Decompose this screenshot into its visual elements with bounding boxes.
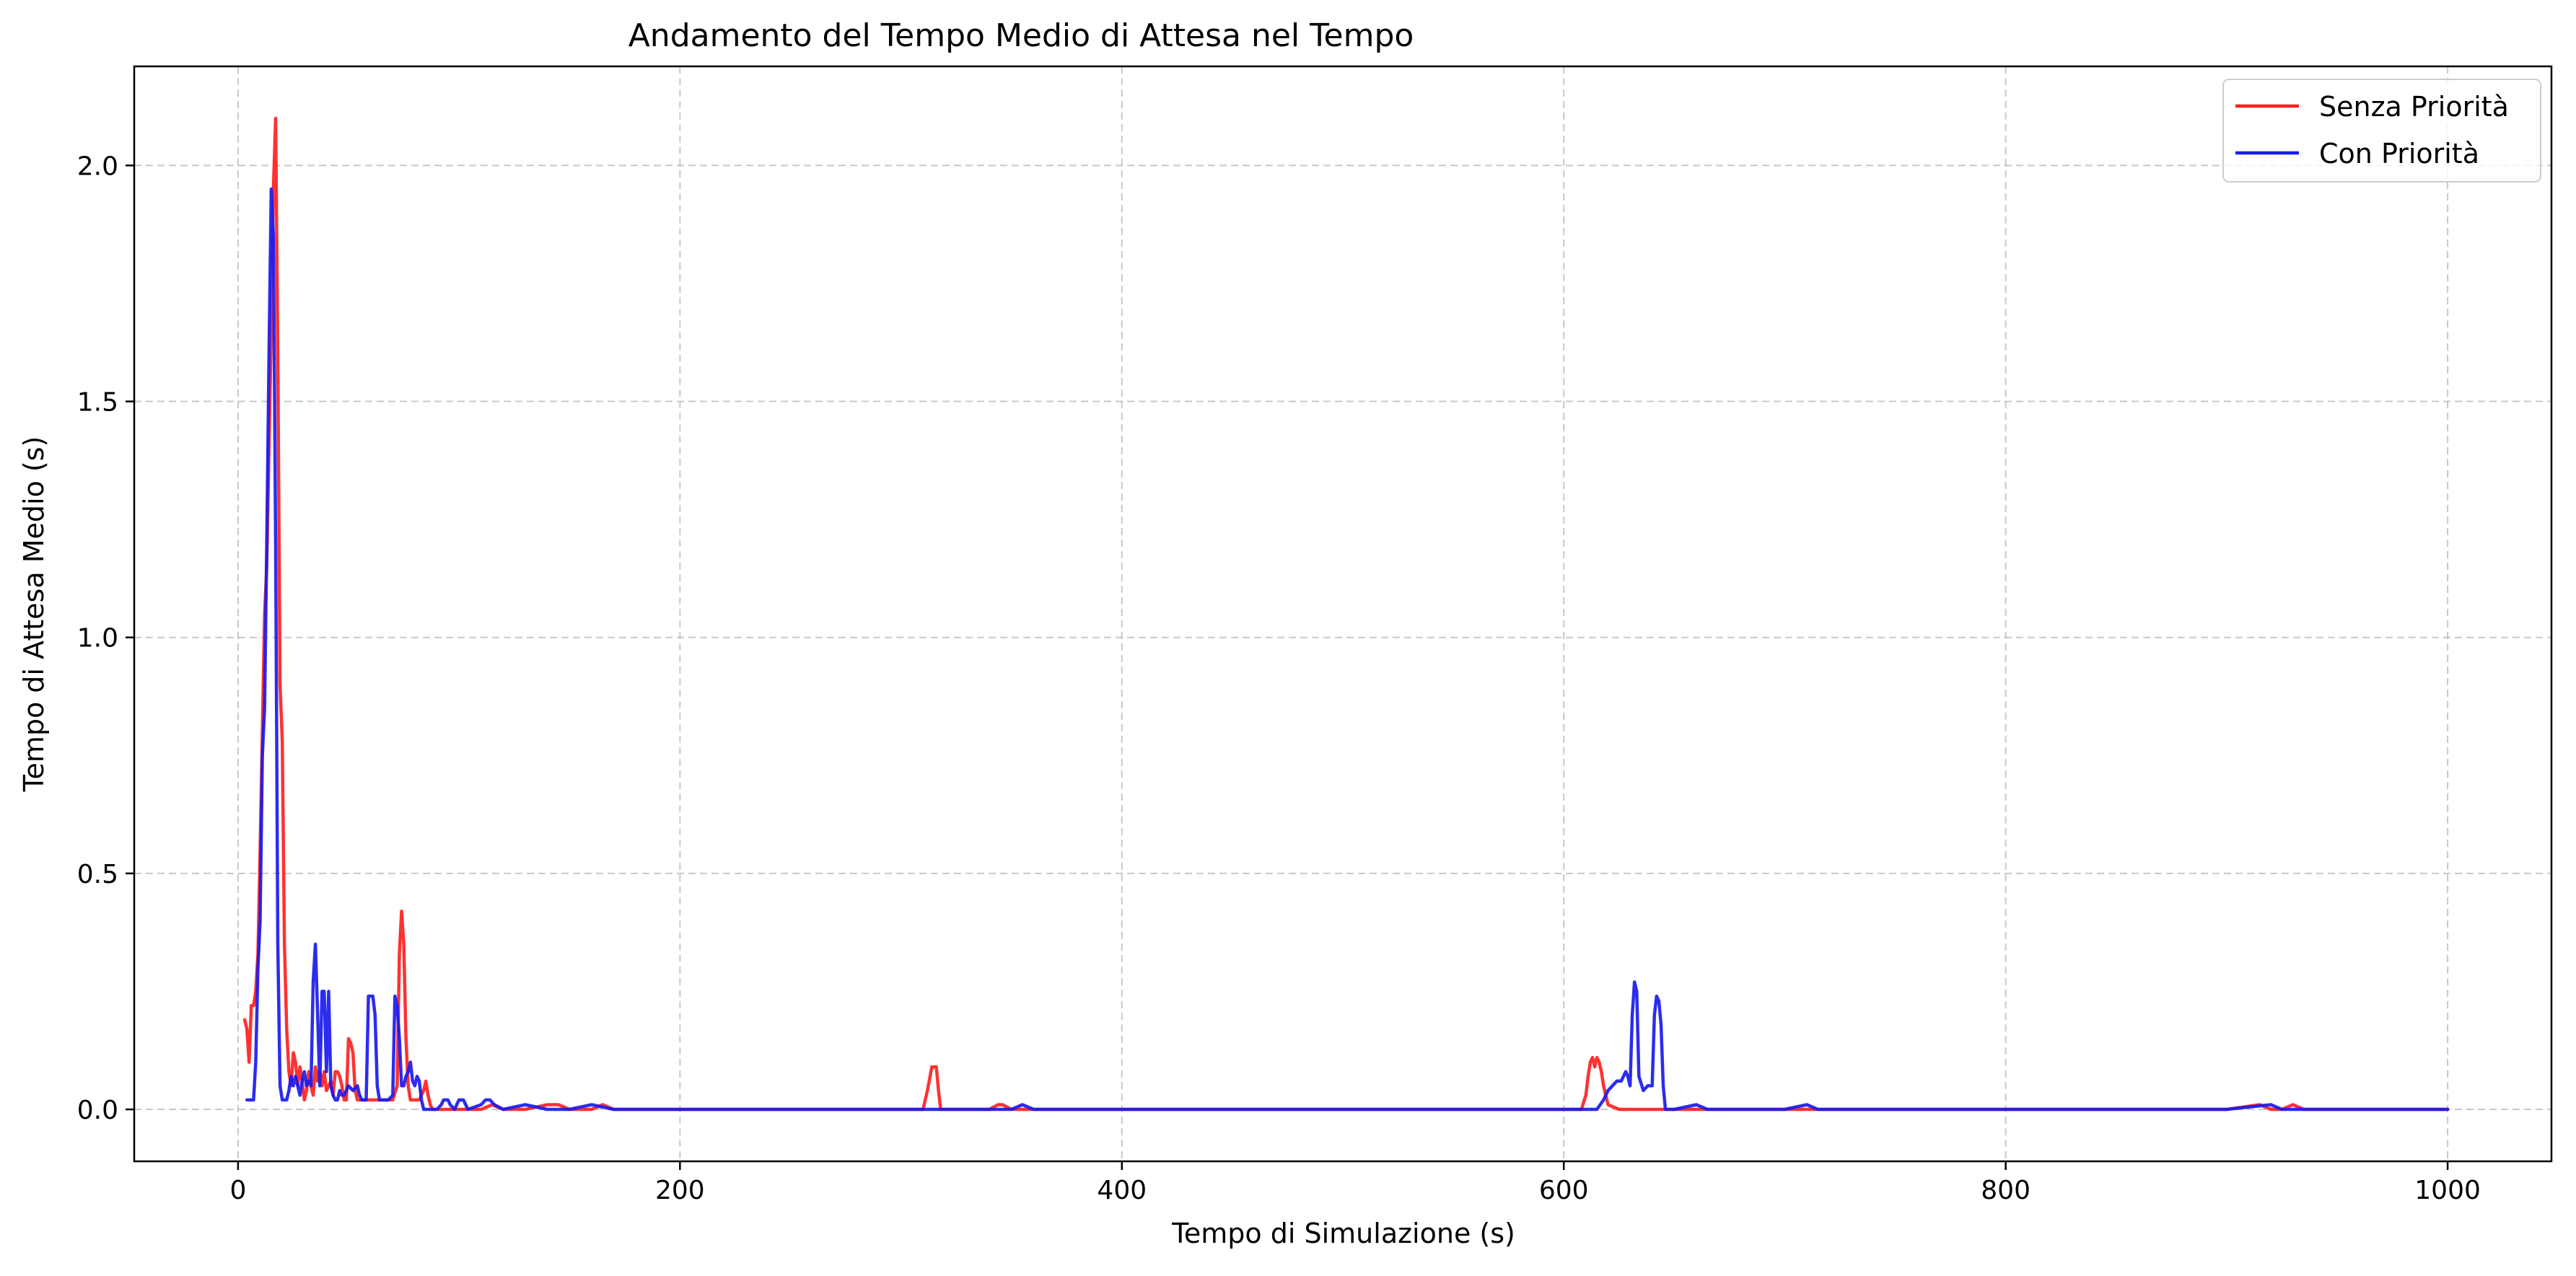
- series-lines: [242, 116, 2450, 1112]
- y-axis-ticks: 0.0 0.5 1.0 1.5 2.0: [77, 151, 134, 1125]
- y-tick-label: 0.0: [77, 1096, 118, 1125]
- legend-box: [2222, 79, 2541, 182]
- series-line-con-priorita: [245, 187, 2450, 1112]
- y-tick-label: 2.0: [77, 151, 118, 181]
- y-axis-label: Tempo di Attesa Medio (s): [18, 436, 50, 793]
- x-axis-label: Tempo di Simulazione (s): [1171, 1218, 1515, 1249]
- y-tick-label: 1.0: [77, 624, 118, 654]
- x-tick-label: 800: [1981, 1176, 2030, 1205]
- series-line-senza-priorita: [242, 116, 2450, 1112]
- x-tick-label: 1000: [2414, 1176, 2481, 1205]
- plot-frame: [133, 65, 2553, 1163]
- legend-label-senza-priorita: Senza Priorità: [2319, 91, 2509, 123]
- x-tick-label: 600: [1539, 1176, 1589, 1205]
- y-tick-label: 0.5: [77, 860, 118, 889]
- x-axis-ticks: 0 200 400 600 800 1000: [229, 1161, 2481, 1205]
- y-tick-label: 1.5: [77, 388, 118, 418]
- chart-title: Andamento del Tempo Medio di Attesa nel …: [628, 17, 1414, 54]
- x-tick-label: 200: [655, 1176, 705, 1205]
- legend-label-con-priorita: Con Priorità: [2319, 138, 2479, 170]
- x-tick-label: 0: [229, 1176, 246, 1205]
- legend: Senza Priorità Con Priorità: [2222, 79, 2541, 182]
- x-tick-label: 400: [1097, 1176, 1147, 1205]
